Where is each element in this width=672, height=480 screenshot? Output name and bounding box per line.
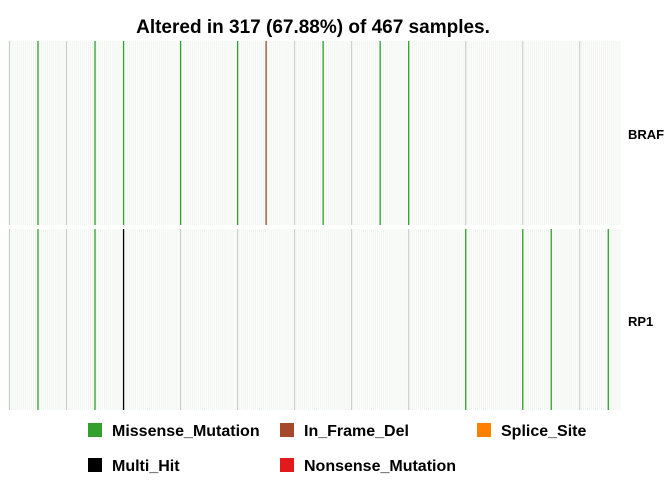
- legend-swatch-missense-mutation: [88, 423, 102, 437]
- track-braf: [8, 41, 621, 225]
- track-rp1: [8, 229, 621, 410]
- legend-swatch-multi-hit: [88, 458, 102, 472]
- legend-swatch-in-frame-del: [280, 423, 294, 437]
- legend-swatch-nonsense-mutation: [280, 458, 294, 472]
- legend-swatch-splice-site: [477, 423, 491, 437]
- gene-label-rp1: RP1: [628, 314, 653, 329]
- legend-label-splice-site: Splice_Site: [501, 423, 586, 440]
- plot-area: [8, 41, 621, 410]
- chart-title: Altered in 317 (67.88%) of 467 samples.: [136, 17, 490, 38]
- legend-label-nonsense-mutation: Nonsense_Mutation: [304, 458, 456, 475]
- legend-label-missense-mutation: Missense_Mutation: [112, 423, 260, 440]
- legend-label-in-frame-del: In_Frame_Del: [304, 423, 409, 440]
- legend-label-multi-hit: Multi_Hit: [112, 458, 180, 475]
- gene-label-braf: BRAF: [628, 127, 664, 142]
- legend: Missense_Mutation In_Frame_Del Splice_Site…: [88, 423, 586, 475]
